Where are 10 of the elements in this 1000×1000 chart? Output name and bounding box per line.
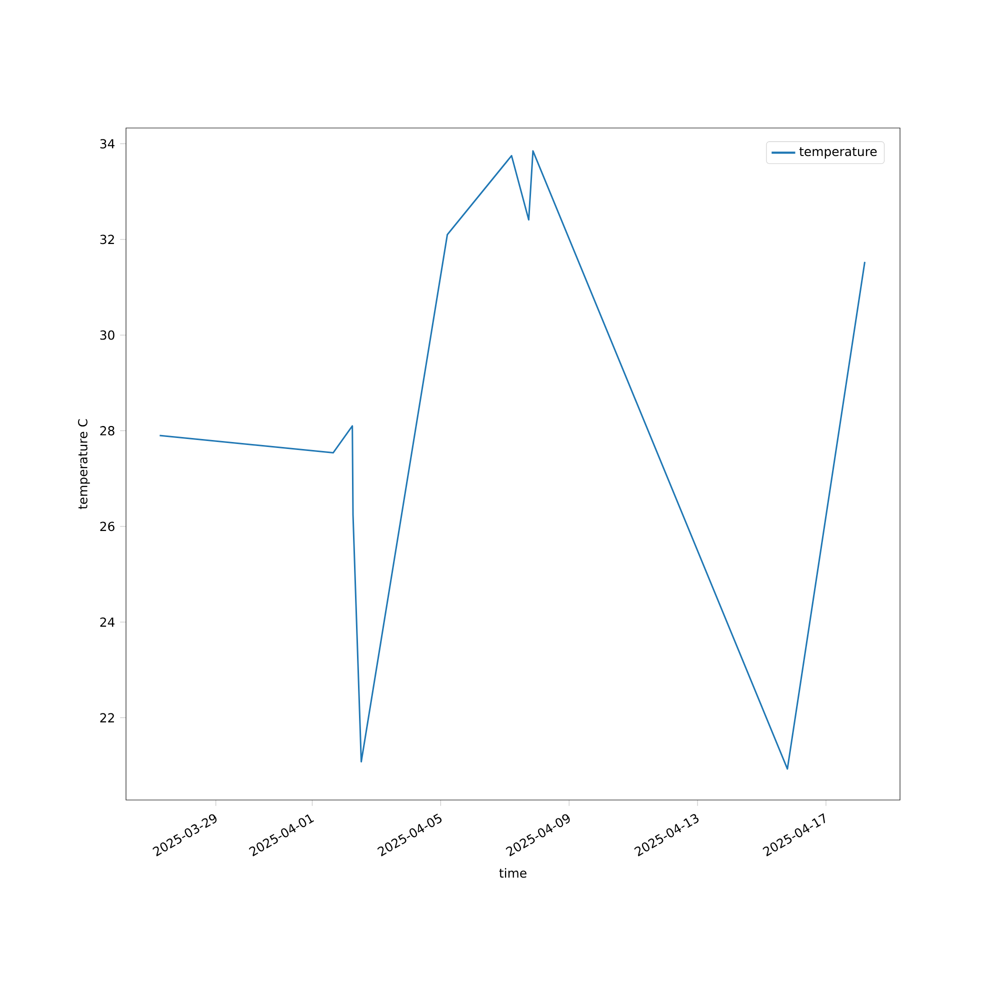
y-tick-label: 30 <box>100 330 114 340</box>
y-tick-label: 32 <box>100 234 114 244</box>
y-tick-label: 28 <box>100 426 114 436</box>
y-axis-title: temperature C <box>78 419 90 510</box>
legend-label: temperature <box>799 147 877 159</box>
x-axis-title: time <box>499 868 526 878</box>
y-tick-label: 34 <box>100 139 115 148</box>
y-tick-label: 26 <box>100 522 114 532</box>
y-tick-label: 24 <box>100 617 115 627</box>
y-tick-label: 22 <box>100 713 114 722</box>
